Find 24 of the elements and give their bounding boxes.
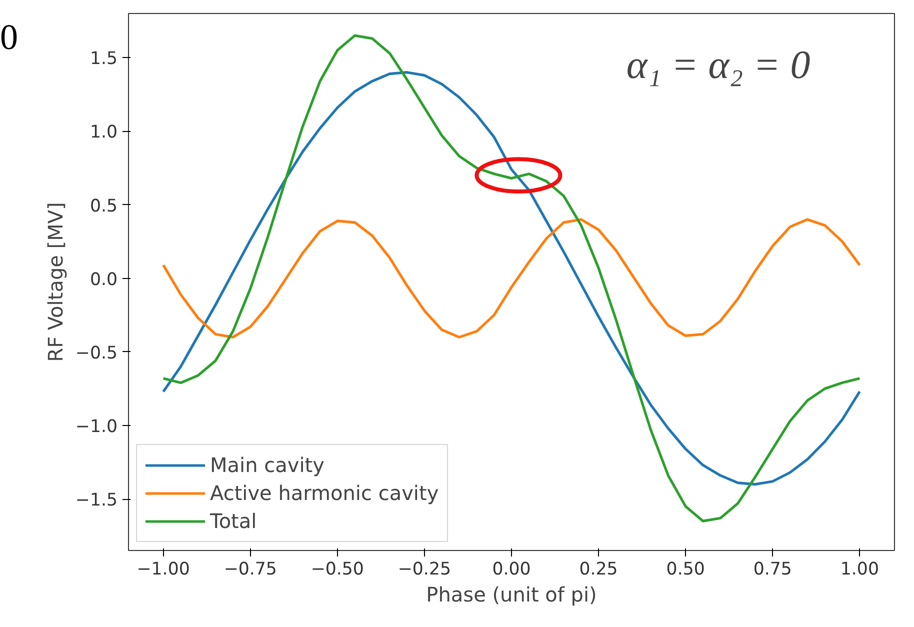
y-tick-label: 1.0 [90, 122, 118, 143]
annotation: α₁ = α₂ = 0 [626, 42, 810, 88]
x-tick-label: 0.75 [753, 560, 792, 580]
x-tick-label: −1.00 [136, 560, 190, 580]
x-tick-label: −0.50 [310, 560, 364, 580]
x-tick-label: −0.75 [224, 560, 277, 580]
y-axis-title: RF Voltage [MV] [43, 202, 68, 362]
x-axis-title: Phase (unit of pi) [426, 582, 597, 606]
x-tick-label: −0.25 [398, 560, 452, 580]
y-tick-label: 0.0 [90, 270, 118, 290]
legend-label: Active harmonic cavity [210, 481, 439, 505]
y-tick-label: −0.5 [75, 343, 118, 364]
x-tick-label: 1.00 [840, 560, 879, 580]
legend-label: Total [210, 509, 257, 533]
y-tick-label: 0.5 [90, 196, 118, 216]
y-tick-label: −1.0 [75, 416, 118, 437]
x-tick-label: 0.50 [666, 560, 705, 580]
legend-label: Main cavity [210, 453, 324, 477]
x-tick-label: 0.00 [492, 560, 531, 580]
y-tick-label: 1.5 [90, 49, 118, 70]
line-series [162, 218, 861, 338]
text: 0 [0, 16, 18, 59]
y-tick-label: −1.5 [75, 490, 118, 511]
x-tick-label: 0.25 [579, 560, 618, 580]
